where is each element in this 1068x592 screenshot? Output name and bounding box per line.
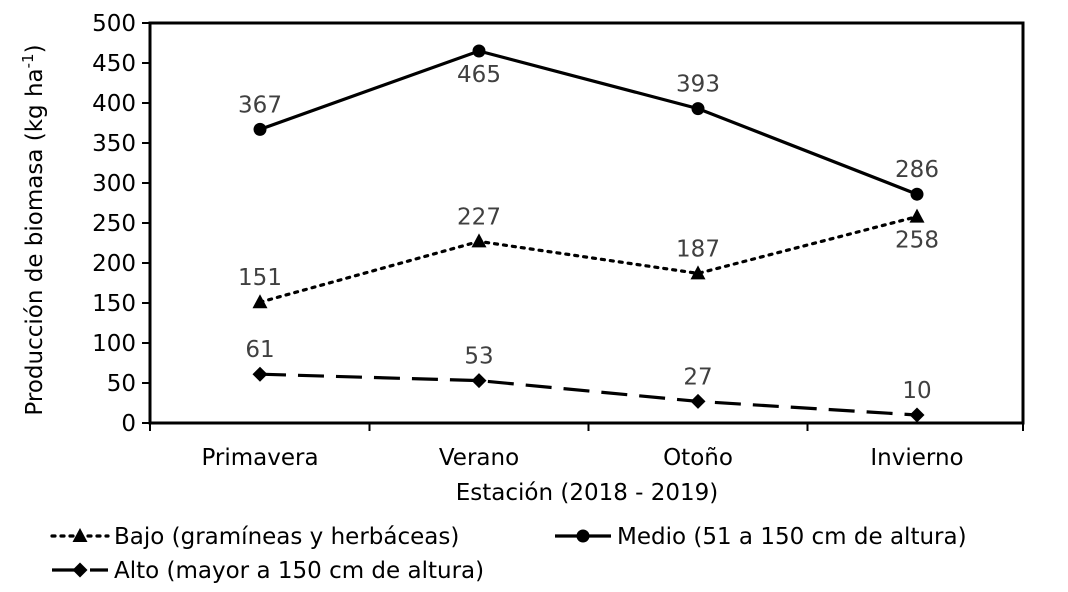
legend-item: Alto (mayor a 150 cm de altura) (52, 558, 484, 584)
legend: Bajo (gramíneas y herbáceas) Medio (51 a … (50, 524, 967, 584)
x-tick-label: Invierno (870, 445, 963, 471)
series-line (259, 49, 918, 196)
diamond-marker (471, 373, 487, 389)
y-tick-label: 100 (92, 331, 136, 357)
data-label: 367 (238, 92, 282, 118)
data-label: 286 (895, 157, 939, 183)
circle-marker (910, 187, 924, 201)
data-label: 393 (676, 72, 720, 98)
data-label: 27 (683, 364, 712, 390)
data-label: 258 (895, 228, 939, 254)
y-axis-title-unit-exponent: -1 (19, 53, 37, 68)
data-label: 227 (457, 204, 501, 230)
series-circle (253, 44, 924, 201)
x-tick-label: Verano (439, 445, 519, 471)
y-tick-label: 500 (92, 11, 136, 37)
legend-label: Medio (51 a 150 cm de altura) (617, 524, 967, 550)
y-axis: 0 50 100 150 200 250 300 350 400 450 500 (92, 11, 150, 437)
series-diamond (252, 366, 925, 423)
data-labels: 151 227 187 258 367 465 393 286 61 53 27 10 (238, 62, 939, 404)
legend-label: Bajo (gramíneas y herbáceas) (114, 524, 459, 550)
circle-marker (691, 102, 705, 116)
data-label: 10 (902, 378, 931, 404)
data-label: 53 (464, 344, 493, 370)
y-tick-label: 450 (92, 51, 136, 77)
y-tick-label: 350 (92, 131, 136, 157)
triangle-marker (909, 208, 925, 223)
diamond-marker (909, 407, 925, 423)
data-label: 187 (676, 236, 720, 262)
x-tick-label: Primavera (201, 445, 318, 471)
series-line (258, 215, 919, 304)
data-label: 61 (245, 337, 274, 363)
data-label: 465 (457, 62, 501, 88)
series-line (259, 372, 918, 417)
legend-item: Medio (51 a 150 cm de altura) (555, 524, 967, 550)
y-axis-title: Producción de biomasa (kg ha-1) (19, 44, 48, 415)
triangle-marker (471, 233, 487, 248)
triangle-marker (690, 265, 706, 280)
y-tick-label: 50 (107, 371, 136, 397)
legend-item: Bajo (gramíneas y herbáceas) (50, 524, 459, 550)
legend-triangle-marker (72, 528, 88, 542)
y-tick-label: 150 (92, 291, 136, 317)
x-axis-title: Estación (2018 - 2019) (456, 480, 719, 506)
circle-marker (253, 122, 267, 136)
triangle-marker (252, 294, 268, 309)
y-tick-label: 400 (92, 91, 136, 117)
data-label: 151 (238, 265, 282, 291)
legend-circle-marker (576, 529, 590, 543)
diamond-marker (690, 393, 706, 409)
series-triangle (252, 208, 925, 309)
x-tick-label: Otoño (663, 445, 733, 471)
diamond-marker (252, 366, 268, 382)
circle-marker (472, 44, 486, 58)
y-tick-label: 200 (92, 251, 136, 277)
x-axis: Primavera Verano Otoño Invierno (149, 423, 1024, 471)
y-tick-label: 0 (121, 411, 136, 437)
y-tick-label: 250 (92, 211, 136, 237)
series-layer (252, 44, 925, 423)
legend-diamond-marker (72, 562, 88, 578)
y-tick-label: 300 (92, 171, 136, 197)
legend-label: Alto (mayor a 150 cm de altura) (114, 558, 484, 584)
y-axis-title-end: ) (22, 44, 48, 53)
y-axis-title-main: Producción de biomasa (kg ha (22, 68, 48, 415)
